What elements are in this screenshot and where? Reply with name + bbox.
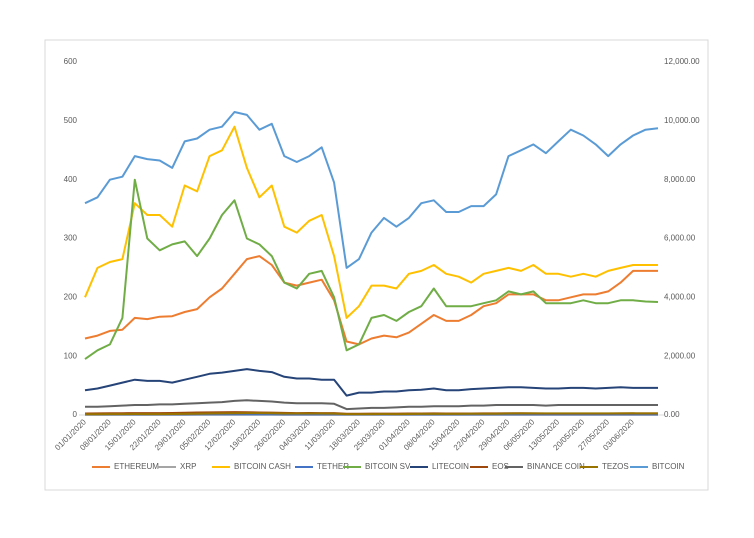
legend-label: TEZOS [602,462,629,471]
legend-label: BINANCE COIN [527,462,585,471]
series-line [85,413,658,414]
y-tick-label: 200 [64,292,78,301]
y-tick-label: 400 [64,175,78,184]
y-tick-label: 600 [64,57,78,66]
y2-tick-label: 0.00 [664,410,680,419]
y2-tick-label: 8,000.00 [664,175,696,184]
y2-tick-label: 10,000.00 [664,116,700,125]
legend-label: BITCOIN [652,462,685,471]
y2-tick-label: 4,000.00 [664,292,696,301]
y-tick-label: 0 [73,410,78,419]
y-tick-label: 100 [64,351,78,360]
legend-label: XRP [180,462,196,471]
legend-label: ETHEREUM [114,462,159,471]
legend-label: BITCOIN SV [365,462,411,471]
legend-label: LITECOIN [432,462,469,471]
y2-tick-label: 2,000.00 [664,351,696,360]
y-tick-label: 300 [64,234,78,243]
y-tick-label: 500 [64,116,78,125]
legend-label: BITCOIN CASH [234,462,291,471]
y2-tick-label: 6,000.00 [664,234,696,243]
y2-tick-label: 12,000.00 [664,57,700,66]
